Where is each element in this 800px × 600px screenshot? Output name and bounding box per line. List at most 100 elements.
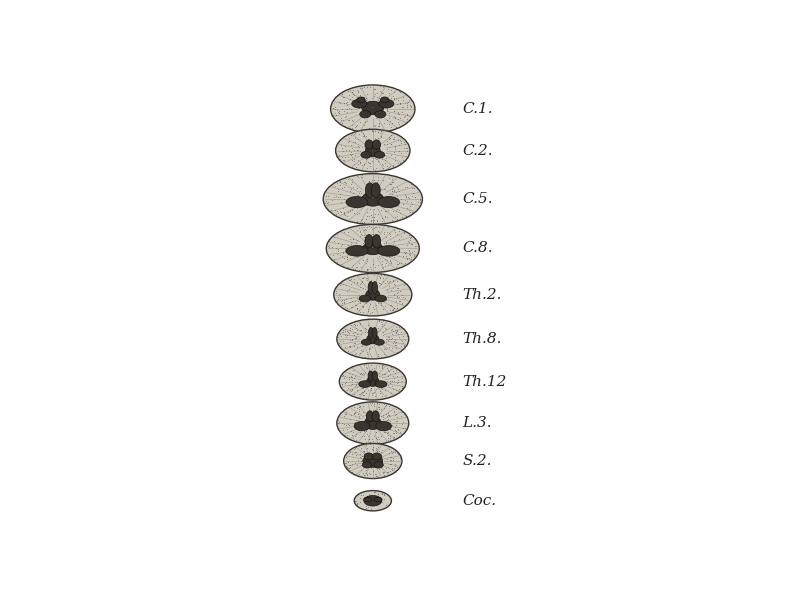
Point	[395, 103, 408, 112]
Point	[362, 184, 375, 193]
Point	[351, 159, 364, 169]
Point	[349, 443, 362, 453]
Point	[342, 86, 354, 95]
Point	[395, 374, 408, 383]
Point	[378, 227, 391, 236]
Point	[378, 369, 390, 379]
Point	[363, 83, 376, 92]
Point	[398, 379, 411, 389]
Point	[346, 302, 359, 311]
Point	[345, 280, 358, 289]
Point	[356, 142, 369, 152]
Point	[350, 385, 363, 395]
Point	[400, 102, 413, 112]
Point	[358, 226, 370, 235]
Point	[349, 418, 362, 427]
Point	[378, 112, 390, 121]
Point	[348, 90, 361, 100]
Point	[336, 325, 349, 335]
Point	[371, 127, 384, 137]
Point	[382, 133, 395, 142]
Point	[397, 92, 410, 102]
Point	[368, 401, 381, 411]
Point	[368, 363, 381, 373]
Point	[342, 346, 354, 356]
Point	[378, 343, 391, 353]
Ellipse shape	[366, 334, 379, 344]
Point	[331, 184, 344, 194]
Point	[401, 196, 414, 205]
Point	[342, 145, 355, 155]
Point	[374, 496, 387, 506]
Ellipse shape	[365, 235, 374, 248]
Point	[381, 115, 394, 125]
Point	[342, 449, 355, 458]
Point	[355, 230, 368, 240]
Point	[376, 490, 389, 499]
Point	[390, 325, 403, 334]
Point	[341, 252, 354, 262]
Point	[391, 376, 404, 385]
Point	[342, 374, 355, 384]
Point	[406, 191, 418, 201]
Point	[373, 119, 386, 129]
Point	[358, 394, 371, 403]
Point	[367, 231, 380, 241]
Point	[345, 426, 358, 436]
Point	[361, 257, 374, 266]
Text: C.8.: C.8.	[462, 241, 494, 256]
Point	[348, 156, 361, 166]
Point	[362, 503, 374, 512]
Point	[375, 384, 388, 394]
Point	[326, 251, 339, 260]
Point	[344, 149, 357, 158]
Point	[401, 253, 414, 262]
Point	[338, 211, 351, 220]
Point	[358, 170, 371, 179]
Point	[406, 188, 419, 198]
Point	[350, 304, 363, 313]
Point	[372, 166, 385, 175]
Point	[379, 295, 392, 305]
Point	[387, 283, 400, 293]
Point	[357, 457, 370, 466]
Point	[332, 415, 345, 424]
Point	[382, 380, 394, 390]
Point	[383, 133, 396, 142]
Text: C.1.: C.1.	[462, 102, 494, 116]
Point	[364, 504, 377, 514]
Point	[340, 462, 353, 472]
Point	[394, 98, 406, 107]
Point	[364, 308, 377, 318]
Point	[377, 468, 390, 478]
Point	[342, 208, 354, 217]
Point	[360, 443, 373, 453]
Point	[393, 119, 406, 129]
Point	[362, 431, 374, 441]
Point	[366, 259, 379, 269]
Point	[339, 178, 352, 188]
Point	[337, 327, 350, 337]
Point	[377, 262, 390, 271]
Point	[347, 319, 360, 329]
Point	[366, 406, 379, 416]
Point	[370, 398, 383, 408]
Point	[372, 490, 385, 499]
Point	[374, 317, 387, 327]
Point	[356, 274, 369, 283]
Point	[386, 177, 399, 187]
Point	[341, 195, 354, 205]
Point	[350, 95, 363, 104]
Point	[392, 377, 405, 387]
Point	[349, 296, 362, 306]
Point	[383, 459, 396, 469]
Point	[375, 266, 388, 275]
Ellipse shape	[330, 85, 415, 133]
Point	[368, 153, 381, 163]
Point	[390, 303, 403, 313]
Point	[350, 252, 363, 262]
Point	[388, 152, 401, 162]
Point	[320, 196, 333, 206]
Point	[358, 235, 371, 245]
Point	[374, 381, 387, 391]
